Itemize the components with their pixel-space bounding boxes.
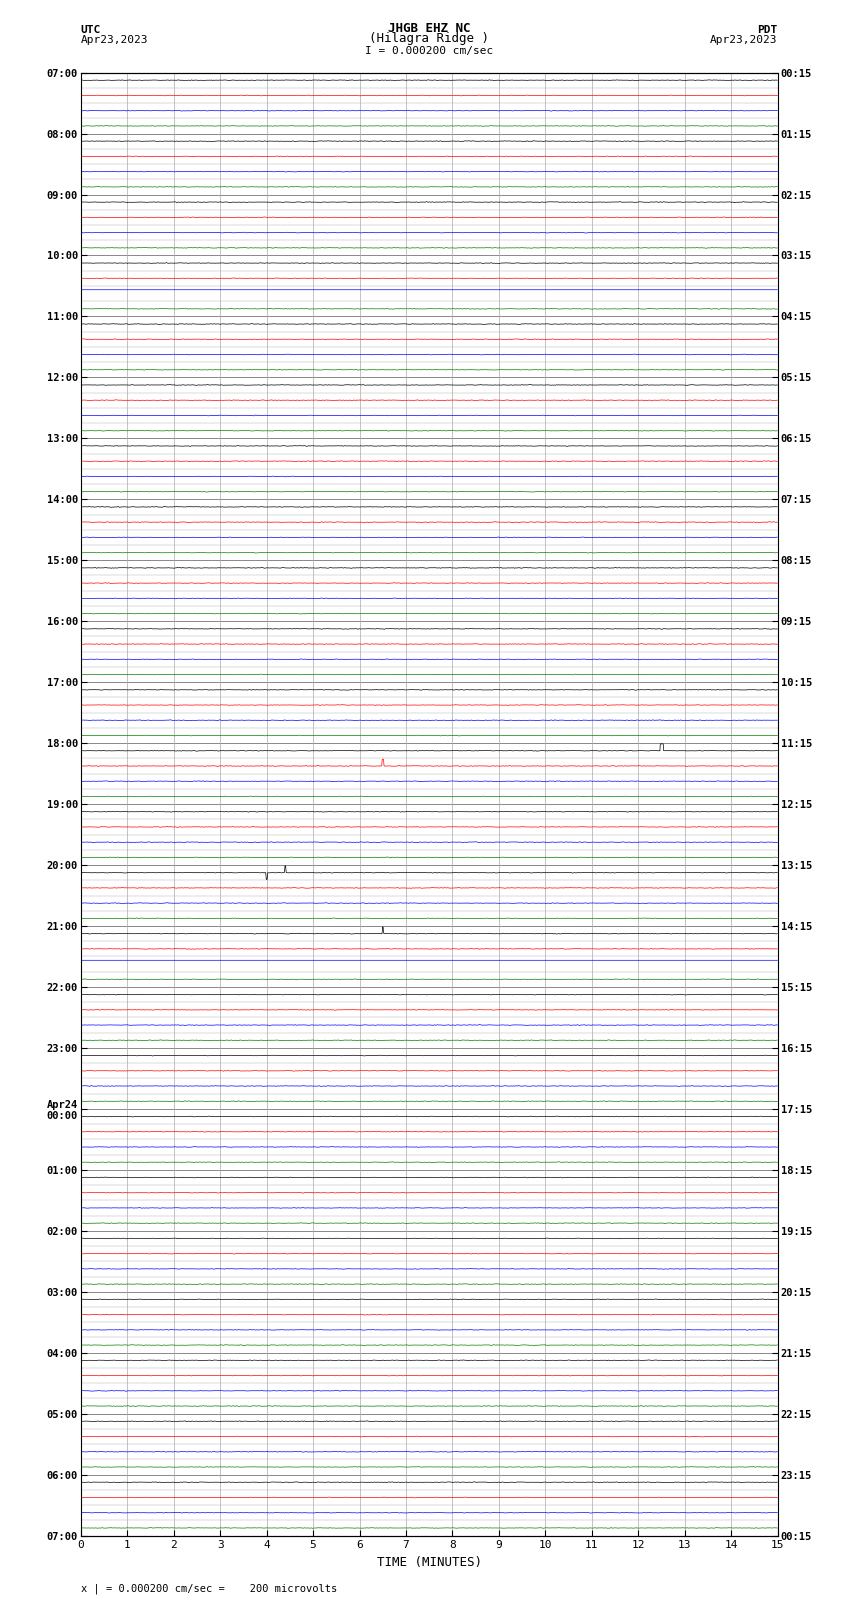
Text: Apr23,2023: Apr23,2023 bbox=[711, 35, 778, 45]
Text: I = 0.000200 cm/sec: I = 0.000200 cm/sec bbox=[366, 45, 493, 56]
Text: (Hilagra Ridge ): (Hilagra Ridge ) bbox=[369, 32, 490, 45]
Text: JHGB EHZ NC: JHGB EHZ NC bbox=[388, 21, 471, 35]
Text: UTC: UTC bbox=[81, 24, 101, 35]
Text: x | = 0.000200 cm/sec =    200 microvolts: x | = 0.000200 cm/sec = 200 microvolts bbox=[81, 1582, 337, 1594]
X-axis label: TIME (MINUTES): TIME (MINUTES) bbox=[377, 1557, 482, 1569]
Text: Apr23,2023: Apr23,2023 bbox=[81, 35, 148, 45]
Text: PDT: PDT bbox=[757, 24, 778, 35]
